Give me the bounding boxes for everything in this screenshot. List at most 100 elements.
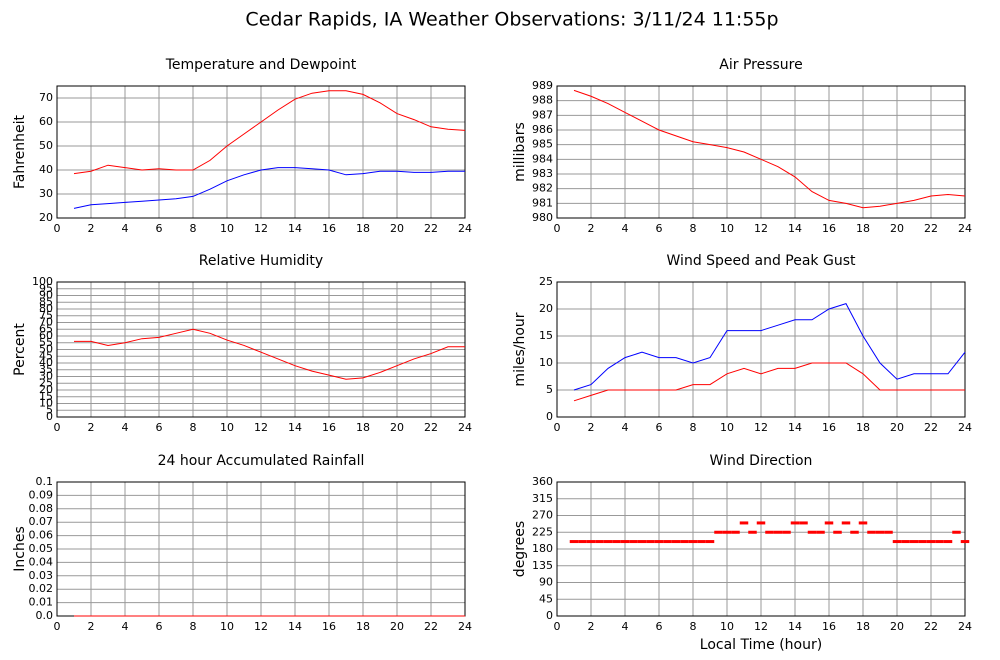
x-tick-label: 16 bbox=[322, 620, 336, 633]
data-point bbox=[901, 540, 910, 544]
y-tick-label: 180 bbox=[532, 542, 553, 555]
data-point bbox=[799, 521, 808, 525]
data-point bbox=[952, 530, 961, 534]
x-tick-label: 2 bbox=[88, 222, 95, 235]
chart-title: Wind Direction bbox=[710, 453, 813, 469]
data-point bbox=[875, 530, 885, 534]
x-tick-label: 10 bbox=[720, 421, 734, 434]
y-axis-label: Percent bbox=[12, 323, 28, 376]
x-tick-label: 12 bbox=[254, 222, 268, 235]
data-point bbox=[841, 521, 851, 525]
x-tick-label: 24 bbox=[958, 222, 972, 235]
x-tick-label: 14 bbox=[288, 222, 302, 235]
x-tick-label: 20 bbox=[890, 421, 904, 434]
data-point bbox=[748, 530, 757, 534]
y-tick-label: 0.04 bbox=[29, 555, 54, 568]
x-tick-label: 18 bbox=[856, 421, 870, 434]
y-tick-label: 15 bbox=[39, 390, 53, 403]
x-tick-label: 0 bbox=[54, 620, 61, 633]
y-tick-label: 85 bbox=[39, 295, 53, 308]
y-tick-label: 65 bbox=[39, 322, 53, 335]
y-tick-label: 981 bbox=[532, 196, 553, 209]
x-tick-label: 12 bbox=[254, 620, 268, 633]
x-tick-label: 24 bbox=[458, 222, 472, 235]
data-point bbox=[739, 521, 749, 525]
y-tick-label: 25 bbox=[39, 376, 53, 389]
data-point bbox=[714, 530, 723, 534]
x-tick-label: 16 bbox=[322, 222, 336, 235]
data-point bbox=[654, 540, 664, 544]
x-tick-label: 0 bbox=[54, 222, 61, 235]
y-tick-label: 20 bbox=[539, 302, 553, 315]
y-tick-label: 90 bbox=[539, 576, 553, 589]
y-tick-label: 50 bbox=[39, 343, 53, 356]
y-tick-label: 45 bbox=[539, 592, 553, 605]
y-tick-label: 40 bbox=[39, 163, 53, 176]
x-tick-label: 6 bbox=[156, 421, 163, 434]
data-point bbox=[680, 540, 689, 544]
x-tick-label: 22 bbox=[424, 421, 438, 434]
y-tick-label: 980 bbox=[532, 211, 553, 224]
data-point bbox=[960, 540, 970, 544]
y-tick-label: 0.06 bbox=[29, 529, 54, 542]
x-axis-label: Local Time (hour) bbox=[700, 637, 822, 653]
data-point bbox=[892, 540, 902, 544]
x-tick-label: 16 bbox=[822, 421, 836, 434]
chart-title: Temperature and Dewpoint bbox=[165, 57, 357, 73]
y-tick-label: 988 bbox=[532, 94, 553, 107]
y-tick-label: 60 bbox=[39, 329, 53, 342]
plot-frame bbox=[56, 281, 466, 418]
x-tick-label: 14 bbox=[288, 620, 302, 633]
y-tick-label: 0.03 bbox=[29, 569, 54, 582]
x-tick-label: 12 bbox=[254, 421, 268, 434]
x-tick-label: 14 bbox=[288, 421, 302, 434]
x-tick-label: 8 bbox=[690, 620, 697, 633]
y-tick-label: 100 bbox=[32, 275, 53, 288]
y-tick-label: 30 bbox=[39, 187, 53, 200]
data-point bbox=[722, 530, 732, 534]
data-point bbox=[663, 540, 672, 544]
x-tick-label: 14 bbox=[788, 222, 802, 235]
x-tick-label: 8 bbox=[690, 222, 697, 235]
y-tick-label: 95 bbox=[39, 282, 53, 295]
data-point bbox=[943, 540, 953, 544]
data-point bbox=[586, 540, 596, 544]
y-tick-label: 45 bbox=[39, 349, 53, 362]
x-tick-label: 8 bbox=[190, 421, 197, 434]
y-tick-label: 60 bbox=[39, 115, 53, 128]
x-tick-label: 22 bbox=[924, 421, 938, 434]
y-tick-label: 15 bbox=[539, 329, 553, 342]
data-point bbox=[697, 540, 706, 544]
x-tick-label: 4 bbox=[622, 421, 629, 434]
data-point bbox=[603, 540, 613, 544]
data-point bbox=[909, 540, 919, 544]
x-tick-label: 12 bbox=[754, 620, 768, 633]
chart-title: Wind Speed and Peak Gust bbox=[667, 253, 856, 269]
data-point bbox=[756, 521, 766, 525]
x-tick-label: 16 bbox=[822, 620, 836, 633]
x-tick-label: 24 bbox=[958, 620, 972, 633]
y-tick-label: 984 bbox=[532, 152, 553, 165]
data-point bbox=[850, 530, 859, 534]
x-tick-label: 4 bbox=[122, 421, 129, 434]
data-point bbox=[833, 530, 842, 534]
y-tick-label: 30 bbox=[39, 370, 53, 383]
y-axis-label: degrees bbox=[512, 521, 528, 577]
data-line bbox=[73, 90, 466, 175]
x-tick-label: 6 bbox=[656, 222, 663, 235]
y-tick-label: 25 bbox=[539, 275, 553, 288]
y-tick-label: 35 bbox=[39, 363, 53, 376]
data-point bbox=[858, 521, 868, 525]
data-line bbox=[573, 302, 966, 391]
x-tick-label: 10 bbox=[720, 222, 734, 235]
data-point bbox=[705, 540, 715, 544]
y-tick-label: 270 bbox=[532, 509, 553, 522]
y-tick-label: 20 bbox=[39, 383, 53, 396]
data-point bbox=[629, 540, 638, 544]
x-tick-label: 18 bbox=[356, 222, 370, 235]
x-tick-label: 8 bbox=[190, 222, 197, 235]
y-tick-label: 5 bbox=[546, 383, 553, 396]
y-tick-label: 0.1 bbox=[36, 475, 54, 488]
plot-frame bbox=[556, 481, 966, 617]
